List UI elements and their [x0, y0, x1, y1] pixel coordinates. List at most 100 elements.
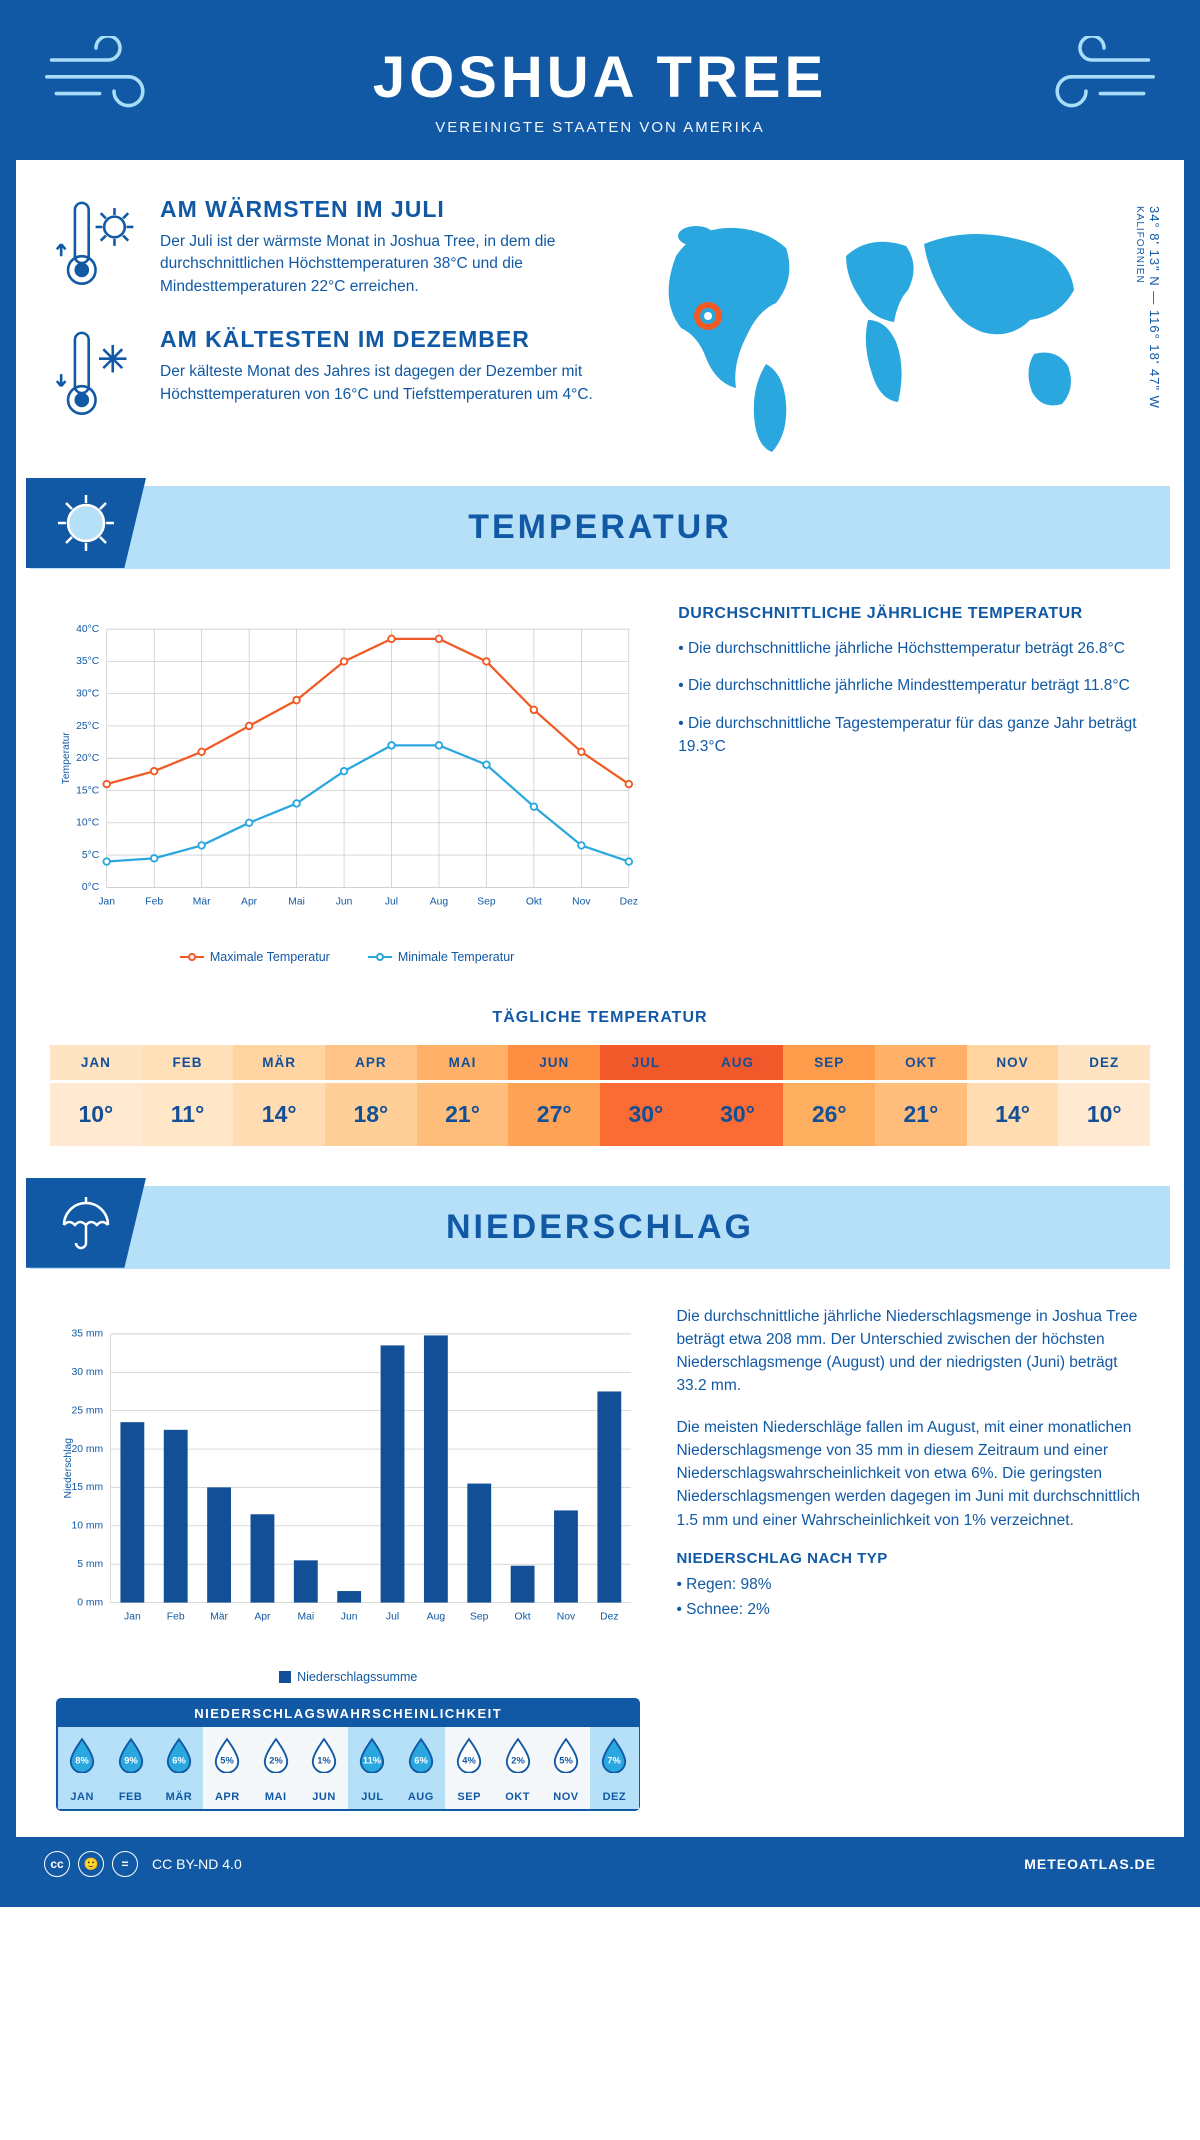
prob-cell: 11%: [348, 1727, 396, 1785]
raindrop-icon: 1%: [310, 1737, 338, 1773]
daily-month: SEP: [783, 1045, 875, 1080]
daily-col: OKT21°: [875, 1045, 967, 1146]
daily-month: FEB: [142, 1045, 234, 1080]
svg-text:0°C: 0°C: [82, 882, 100, 893]
daily-month: MAI: [417, 1045, 509, 1080]
raindrop-icon: 2%: [504, 1737, 532, 1773]
svg-text:Mai: Mai: [297, 1611, 314, 1622]
svg-text:35 mm: 35 mm: [71, 1328, 103, 1339]
svg-text:Feb: Feb: [167, 1611, 185, 1622]
prob-cell: 2%: [252, 1727, 300, 1785]
svg-text:Sep: Sep: [470, 1611, 489, 1622]
svg-text:Apr: Apr: [254, 1611, 271, 1622]
daily-value: 10°: [50, 1080, 142, 1146]
page-subtitle: VEREINIGTE STAATEN VON AMERIKA: [16, 119, 1184, 136]
svg-text:Mär: Mär: [210, 1611, 228, 1622]
fact-title: AM WÄRMSTEN IM JULI: [160, 196, 598, 223]
raindrop-icon: 4%: [455, 1737, 483, 1773]
daily-col: JUN27°: [508, 1045, 600, 1146]
prob-cell: 6%: [155, 1727, 203, 1785]
thermometer-snow-icon: [56, 326, 142, 426]
prob-month: APR: [203, 1785, 251, 1809]
section-title: TEMPERATUR: [30, 508, 1170, 547]
temp-bullet: • Die durchschnittliche jährliche Mindes…: [678, 674, 1144, 697]
prob-month: JUN: [300, 1785, 348, 1809]
svg-text:Aug: Aug: [430, 896, 449, 907]
raindrop-icon: 5%: [213, 1737, 241, 1773]
prob-month: FEB: [106, 1785, 154, 1809]
chart-legend: Maximale Temperatur Minimale Temperatur: [56, 950, 638, 965]
temp-bullet: • Die durchschnittliche Tagestemperatur …: [678, 712, 1144, 759]
prob-month: NOV: [542, 1785, 590, 1809]
chart-legend: Niederschlagssumme: [56, 1670, 640, 1684]
prob-cell: 6%: [397, 1727, 445, 1785]
footer: cc 🙂 = CC BY-ND 4.0 METEOATLAS.DE: [16, 1837, 1184, 1891]
daily-col: JAN10°: [50, 1045, 142, 1146]
daily-col: DEZ10°: [1058, 1045, 1150, 1146]
svg-text:6%: 6%: [172, 1755, 186, 1765]
temp-text-title: DURCHSCHNITTLICHE JÄHRLICHE TEMPERATUR: [678, 605, 1144, 623]
svg-text:9%: 9%: [124, 1755, 138, 1765]
daily-month: JUN: [508, 1045, 600, 1080]
prob-cell: 1%: [300, 1727, 348, 1785]
cc-icons: cc 🙂 =: [44, 1851, 138, 1877]
prob-month: OKT: [493, 1785, 541, 1809]
svg-text:Nov: Nov: [557, 1611, 576, 1622]
temp-bullet: • Die durchschnittliche jährliche Höchst…: [678, 637, 1144, 660]
raindrop-icon: 6%: [407, 1737, 435, 1773]
precipitation-bar-chart: 0 mm5 mm10 mm15 mm20 mm25 mm30 mm35 mmJa…: [56, 1305, 640, 1655]
svg-text:0 mm: 0 mm: [77, 1597, 103, 1608]
daily-col: SEP26°: [783, 1045, 875, 1146]
daily-value: 18°: [325, 1080, 417, 1146]
svg-text:Okt: Okt: [526, 896, 542, 907]
daily-month: JUL: [600, 1045, 692, 1080]
svg-text:8%: 8%: [75, 1755, 89, 1765]
section-banner-temperature: TEMPERATUR: [30, 486, 1170, 569]
daily-value: 30°: [600, 1080, 692, 1146]
fact-coldest: AM KÄLTESTEN IM DEZEMBER Der kälteste Mo…: [56, 326, 598, 426]
header: JOSHUA TREE VEREINIGTE STAATEN VON AMERI…: [16, 16, 1184, 160]
svg-text:11%: 11%: [363, 1755, 382, 1765]
prob-month: MAI: [252, 1785, 300, 1809]
prob-cell: 5%: [203, 1727, 251, 1785]
raindrop-icon: 8%: [68, 1737, 96, 1773]
prob-month: SEP: [445, 1785, 493, 1809]
wind-icon: [42, 36, 162, 116]
svg-text:Dez: Dez: [620, 896, 638, 907]
svg-text:20°C: 20°C: [76, 753, 100, 764]
svg-text:Jul: Jul: [386, 1611, 399, 1622]
svg-text:Mai: Mai: [288, 896, 305, 907]
daily-month: APR: [325, 1045, 417, 1080]
license-text: CC BY-ND 4.0: [152, 1856, 242, 1872]
daily-month: AUG: [692, 1045, 784, 1080]
cc-icon: cc: [44, 1851, 70, 1877]
daily-temp-title: TÄGLICHE TEMPERATUR: [16, 1009, 1184, 1027]
wind-icon: [1038, 36, 1158, 116]
world-map: [628, 196, 1144, 456]
precip-type-line: • Regen: 98%: [676, 1573, 1144, 1596]
svg-text:1%: 1%: [317, 1755, 331, 1765]
daily-value: 10°: [1058, 1080, 1150, 1146]
prob-month: JUL: [348, 1785, 396, 1809]
by-icon: 🙂: [78, 1851, 104, 1877]
daily-value: 14°: [233, 1080, 325, 1146]
daily-value: 26°: [783, 1080, 875, 1146]
svg-text:Jan: Jan: [124, 1611, 141, 1622]
svg-text:5°C: 5°C: [82, 850, 100, 861]
svg-text:Okt: Okt: [515, 1611, 531, 1622]
precip-para: Die meisten Niederschläge fallen im Augu…: [676, 1416, 1144, 1532]
svg-text:30°C: 30°C: [76, 689, 100, 700]
svg-text:30 mm: 30 mm: [71, 1367, 103, 1378]
svg-text:Jul: Jul: [385, 896, 398, 907]
umbrella-icon: [26, 1178, 146, 1268]
nd-icon: =: [112, 1851, 138, 1877]
svg-text:6%: 6%: [414, 1755, 428, 1765]
svg-text:Nov: Nov: [572, 896, 591, 907]
prob-title: NIEDERSCHLAGSWAHRSCHEINLICHKEIT: [58, 1700, 638, 1727]
daily-value: 21°: [875, 1080, 967, 1146]
svg-text:10°C: 10°C: [76, 818, 100, 829]
daily-col: MÄR14°: [233, 1045, 325, 1146]
svg-text:Dez: Dez: [600, 1611, 618, 1622]
svg-text:5%: 5%: [221, 1755, 235, 1765]
svg-text:Jan: Jan: [98, 896, 115, 907]
